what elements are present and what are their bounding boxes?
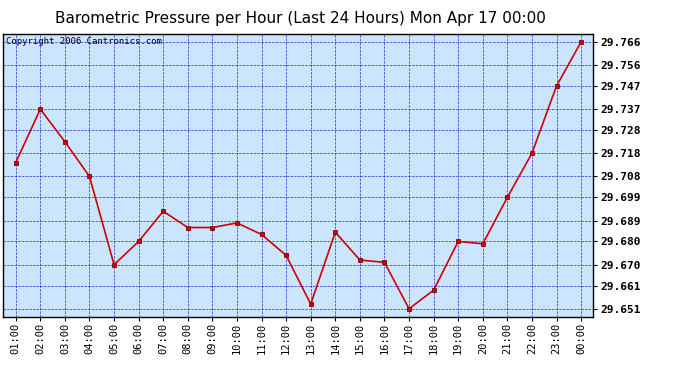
Text: Copyright 2006 Cantronics.com: Copyright 2006 Cantronics.com	[6, 37, 162, 46]
Text: Barometric Pressure per Hour (Last 24 Hours) Mon Apr 17 00:00: Barometric Pressure per Hour (Last 24 Ho…	[55, 11, 546, 26]
